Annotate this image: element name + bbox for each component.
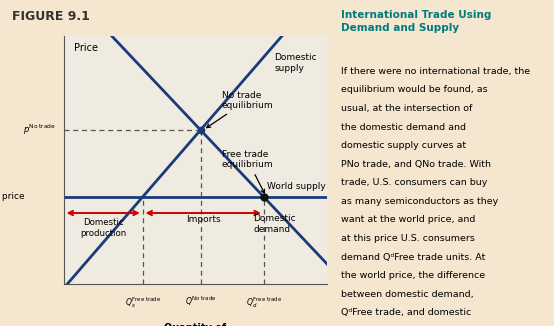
Text: $Q_s^{\sf Free\ trade}$: $Q_s^{\sf Free\ trade}$ <box>125 295 161 310</box>
Text: Free trade
equilibrium: Free trade equilibrium <box>222 150 273 193</box>
Text: $p^{\sf No\ trade}$: $p^{\sf No\ trade}$ <box>23 123 56 137</box>
Text: World price: World price <box>0 192 24 201</box>
Text: domestic supply curves at: domestic supply curves at <box>341 141 466 150</box>
Text: World supply: World supply <box>267 182 326 191</box>
Text: $Q_d^{\sf Free\ trade}$: $Q_d^{\sf Free\ trade}$ <box>245 295 282 310</box>
Text: No trade
equilibrium: No trade equilibrium <box>207 91 273 128</box>
Text: Domestic
supply: Domestic supply <box>274 53 317 73</box>
Text: QᵈFree trade, and domestic: QᵈFree trade, and domestic <box>341 308 471 318</box>
Text: International Trade Using
Demand and Supply: International Trade Using Demand and Sup… <box>341 10 491 33</box>
Text: Quantity of
semiconductors: Quantity of semiconductors <box>152 323 239 326</box>
Text: the world price, the difference: the world price, the difference <box>341 271 485 280</box>
Text: $Q^{\sf No\ trade}$: $Q^{\sf No\ trade}$ <box>184 295 217 308</box>
Text: usual, at the intersection of: usual, at the intersection of <box>341 104 472 113</box>
Text: the domestic demand and: the domestic demand and <box>341 123 466 132</box>
Text: trade, U.S. consumers can buy: trade, U.S. consumers can buy <box>341 178 487 187</box>
Text: Domestic
production: Domestic production <box>80 218 126 238</box>
Text: at this price U.S. consumers: at this price U.S. consumers <box>341 234 475 243</box>
Text: equilibrium would be found, as: equilibrium would be found, as <box>341 85 488 95</box>
Text: demand QᵈFree trade units. At: demand QᵈFree trade units. At <box>341 253 485 262</box>
Text: Imports: Imports <box>186 215 220 225</box>
Text: between domestic demand,: between domestic demand, <box>341 290 473 299</box>
Text: Price: Price <box>74 43 98 53</box>
Text: want at the world price, and: want at the world price, and <box>341 215 475 225</box>
Text: Domestic
demand: Domestic demand <box>253 214 296 234</box>
Text: PNo trade, and QNo trade. With: PNo trade, and QNo trade. With <box>341 160 491 169</box>
Text: If there were no international trade, the: If there were no international trade, th… <box>341 67 530 76</box>
Text: FIGURE 9.1: FIGURE 9.1 <box>12 10 90 22</box>
Text: as many semiconductors as they: as many semiconductors as they <box>341 197 498 206</box>
